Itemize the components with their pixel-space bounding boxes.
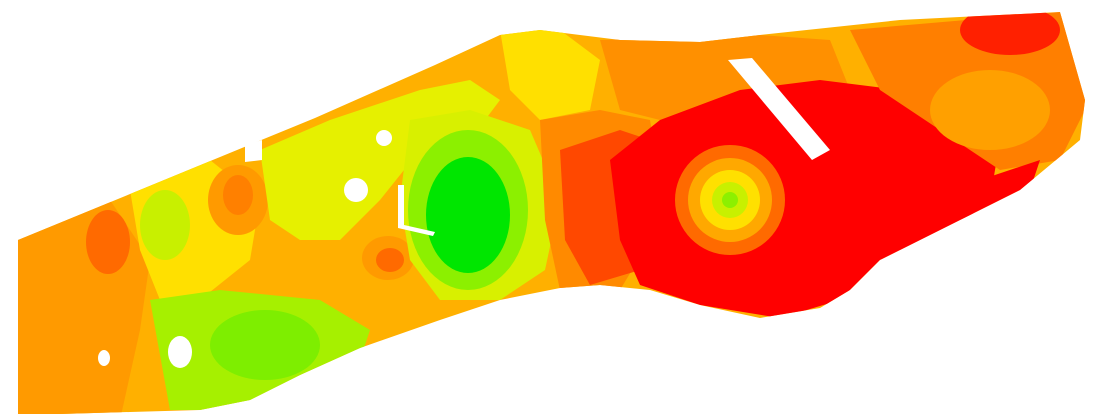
hole-diagonal-strip: [728, 58, 830, 160]
field-holes: [98, 58, 830, 368]
zone-bottom-lightgreen: [210, 310, 320, 380]
zone-green-core: [426, 157, 510, 273]
zone-red-corner: [960, 12, 1060, 55]
zone-red-main: [610, 80, 1000, 318]
zone-orange-spot-core: [376, 248, 404, 272]
hole-center-round: [344, 178, 368, 202]
hole-upper-small: [376, 130, 392, 146]
zone-red-tail: [900, 160, 1040, 250]
zone-orange-midleft-core: [223, 175, 253, 215]
zone-bullseye-core: [722, 192, 738, 208]
zone-yellow-upper: [500, 30, 600, 120]
hole-bottom-left-small: [98, 350, 110, 366]
hole-notch-left: [245, 140, 262, 162]
zone-yellowish-right: [930, 70, 1050, 150]
hole-bottom-left: [168, 336, 192, 368]
zone-left-hotspot: [86, 210, 130, 274]
zone-lime-left: [140, 190, 190, 260]
hole-thin-line: [398, 185, 435, 236]
